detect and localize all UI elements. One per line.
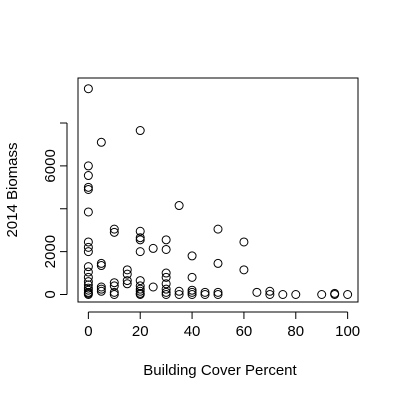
data-point <box>213 258 223 268</box>
data-point <box>187 251 197 261</box>
data-point <box>291 289 301 299</box>
x-axis-title: Building Cover Percent <box>143 362 297 379</box>
data-point <box>83 283 93 293</box>
data-point <box>213 289 223 299</box>
data-point <box>83 277 93 287</box>
data-point <box>135 226 145 236</box>
data-point <box>265 289 275 299</box>
data-point <box>83 207 93 217</box>
data-point <box>96 137 106 147</box>
data-point <box>161 287 171 297</box>
data-point <box>187 272 197 282</box>
data-point <box>330 289 340 299</box>
x-tick-label: 60 <box>236 323 253 340</box>
x-tick-label: 100 <box>335 323 360 340</box>
data-point <box>161 235 171 245</box>
data-point <box>109 278 119 288</box>
data-point <box>122 269 132 279</box>
data-point <box>83 267 93 277</box>
data-point <box>161 272 171 282</box>
data-point <box>96 258 106 268</box>
data-point <box>213 287 223 297</box>
x-tick-label: 20 <box>132 323 149 340</box>
data-point <box>174 286 184 296</box>
data-point <box>265 286 275 296</box>
data-point <box>200 289 210 299</box>
plot-frame <box>77 77 359 303</box>
data-point <box>109 281 119 291</box>
data-point <box>83 182 93 192</box>
data-point <box>135 247 145 257</box>
data-point <box>200 287 210 297</box>
data-points <box>83 84 353 299</box>
data-point <box>109 227 119 237</box>
data-point <box>83 184 93 194</box>
data-point <box>252 287 262 297</box>
data-point <box>187 285 197 295</box>
data-point <box>83 247 93 257</box>
data-point <box>135 276 145 286</box>
y-tick-label: 0 <box>42 290 59 298</box>
x-tick-label: 80 <box>287 323 304 340</box>
y-axis-title: 2014 Biomass <box>4 142 21 237</box>
data-point <box>161 289 171 299</box>
data-point <box>122 265 132 275</box>
data-point <box>213 224 223 234</box>
data-point <box>83 161 93 171</box>
data-point <box>83 237 93 247</box>
data-point <box>83 262 93 272</box>
data-point <box>317 289 327 299</box>
y-axis: 0 2000 6000 <box>42 122 68 299</box>
data-point <box>109 224 119 234</box>
x-tick-label: 0 <box>84 323 92 340</box>
data-point <box>161 244 171 254</box>
data-point <box>187 287 197 297</box>
data-point <box>135 126 145 136</box>
data-point <box>239 237 249 247</box>
data-point <box>96 261 106 271</box>
y-tick-label: 6000 <box>42 149 59 182</box>
data-point <box>148 282 158 292</box>
data-point <box>83 242 93 252</box>
data-point <box>161 279 171 289</box>
data-point <box>83 285 93 295</box>
data-point <box>135 284 145 294</box>
data-point <box>161 284 171 294</box>
x-tick-label: 40 <box>184 323 201 340</box>
data-point <box>109 289 119 299</box>
data-point <box>83 84 93 94</box>
data-point <box>122 279 132 289</box>
x-axis: 0 20 40 60 80 100 <box>84 311 360 340</box>
data-point <box>239 265 249 275</box>
data-point <box>343 289 353 299</box>
data-point <box>109 287 119 297</box>
data-point <box>161 268 171 278</box>
data-point <box>83 171 93 181</box>
data-point <box>83 289 93 299</box>
data-point <box>96 282 106 292</box>
data-point <box>174 201 184 211</box>
y-tick-label: 2000 <box>42 235 59 268</box>
data-point <box>122 276 132 286</box>
data-point <box>135 235 145 245</box>
data-point <box>135 233 145 243</box>
data-point <box>174 289 184 299</box>
data-point <box>148 243 158 253</box>
data-point <box>187 289 197 299</box>
data-point <box>135 286 145 296</box>
data-point <box>278 289 288 299</box>
data-point <box>96 284 106 294</box>
data-point <box>135 289 145 299</box>
data-point <box>96 286 106 296</box>
